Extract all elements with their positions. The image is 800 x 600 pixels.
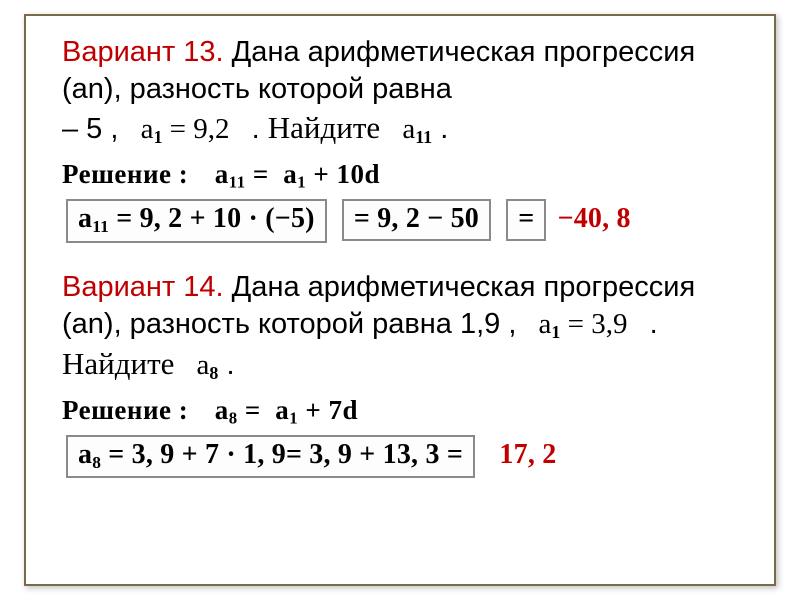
variant14-calc-lhs: a8 = 3, 9 + 7 · 1, 9= 3, 9 + 13, 3 = xyxy=(66,435,475,479)
variant13-calc-lhs: a11 = 9, 2 + 10 · (−5) xyxy=(66,199,327,243)
variant13-calc: a11 = 9, 2 + 10 · (−5) = 9, 2 − 50 = −40… xyxy=(62,199,748,243)
variant14-dot1: . xyxy=(650,308,658,340)
slide-frame: Вариант 13. Дана арифметическая прогресс… xyxy=(24,14,776,586)
variant13-problem: Вариант 13. Дана арифметическая прогресс… xyxy=(62,34,748,149)
variant13-solution: Решение : a11 = a1 + 10d xyxy=(62,159,748,193)
variant13-calc-mid: = 9, 2 − 50 xyxy=(342,199,491,241)
variant14-label: Вариант 14. xyxy=(62,271,224,303)
variant14-target: a8 xyxy=(197,349,219,381)
variant14-calc: a8 = 3, 9 + 7 · 1, 9= 3, 9 + 13, 3 = 17,… xyxy=(62,435,748,479)
variant14-dot2: . xyxy=(226,349,234,381)
variant14-find: Найдите xyxy=(62,346,174,381)
variant13-dot1: . xyxy=(252,113,260,145)
variant13-text-b: – 5 , xyxy=(62,113,118,145)
variant13-target: a11 xyxy=(402,113,432,145)
variant14-solution-label: Решение : xyxy=(62,395,188,425)
variant13-label: Вариант 13. xyxy=(62,36,224,68)
variant13-dot2: . xyxy=(440,113,448,145)
variant13-find: Найдите xyxy=(268,110,380,145)
variant13-formula: a11 = a1 + 10d xyxy=(215,159,380,189)
variant14-result: 17, 2 xyxy=(499,439,556,470)
variant14-a1: a1 = 3,9 xyxy=(539,308,628,340)
variant14-problem: Вариант 14. Дана арифметическая прогресс… xyxy=(62,269,748,385)
variant13-result: −40, 8 xyxy=(558,203,631,234)
variant13-solution-label: Решение : xyxy=(62,159,188,189)
variant13-calc-eq: = xyxy=(506,199,546,241)
variant13-a1: a1 = 9,2 xyxy=(141,113,230,145)
variant14-solution: Решение : a8 = a1 + 7d xyxy=(62,395,748,429)
variant14-formula: a8 = a1 + 7d xyxy=(215,395,358,425)
